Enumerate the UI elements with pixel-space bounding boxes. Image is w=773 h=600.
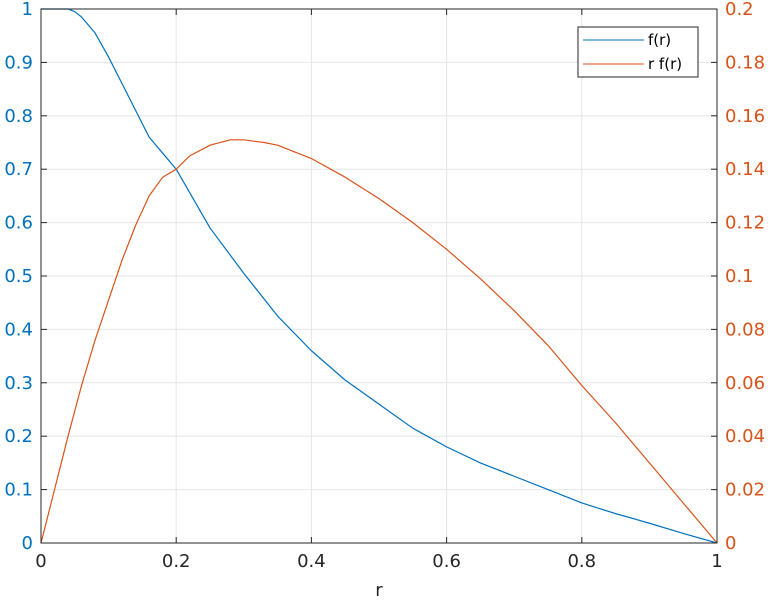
legend: f(r) r f(r) <box>577 26 699 78</box>
grid <box>40 8 718 544</box>
left-tick-label: 0.7 <box>4 159 33 180</box>
x-axis-ticks: 0 0.2 0.4 0.6 0.8 1 <box>35 9 723 572</box>
right-tick-label: 0.16 <box>725 106 765 127</box>
legend-label-rf: r f(r) <box>648 55 682 73</box>
x-tick-label: 0.8 <box>567 551 596 572</box>
left-tick-label: 0.5 <box>4 266 33 287</box>
left-tick-label: 1 <box>22 0 33 20</box>
left-tick-label: 0.6 <box>4 213 33 234</box>
left-tick-label: 0.1 <box>4 480 33 501</box>
right-tick-label: 0.12 <box>725 213 765 234</box>
right-tick-label: 0.04 <box>725 426 765 447</box>
right-tick-label: 0.1 <box>725 266 754 287</box>
x-tick-label: 0.4 <box>297 551 326 572</box>
left-tick-label: 0 <box>22 533 33 554</box>
right-tick-label: 0.18 <box>725 52 765 73</box>
left-tick-label: 0.3 <box>4 373 33 394</box>
x-tick-label: 0 <box>35 551 46 572</box>
right-tick-label: 0.02 <box>725 480 765 501</box>
right-tick-label: 0.08 <box>725 319 765 340</box>
right-tick-label: 0 <box>725 533 736 554</box>
x-tick-label: 1 <box>711 551 722 572</box>
left-tick-label: 0.9 <box>4 52 33 73</box>
right-axis-ticks: 0 0.02 0.04 0.06 0.08 0.1 0.12 0.14 0.16 0.18 0.2 <box>711 0 765 554</box>
left-tick-label: 0.2 <box>4 426 33 447</box>
left-tick-label: 0.8 <box>4 106 33 127</box>
left-axis-ticks: 0 0.1 0.2 0.3 0.4 0.5 0.6 0.7 0.8 0.9 1 <box>4 0 47 554</box>
x-axis-label: r <box>375 580 383 600</box>
series-line-rf <box>40 139 718 544</box>
legend-label-f: f(r) <box>648 31 671 49</box>
x-tick-label: 0.6 <box>432 551 461 572</box>
series-line-f <box>41 8 718 544</box>
legend-box <box>577 26 699 78</box>
x-tick-label: 0.2 <box>162 551 191 572</box>
right-tick-label: 0.2 <box>725 0 754 20</box>
left-tick-label: 0.4 <box>4 319 33 340</box>
series-layer <box>40 8 718 544</box>
right-tick-label: 0.06 <box>725 373 765 394</box>
right-tick-label: 0.14 <box>725 159 765 180</box>
